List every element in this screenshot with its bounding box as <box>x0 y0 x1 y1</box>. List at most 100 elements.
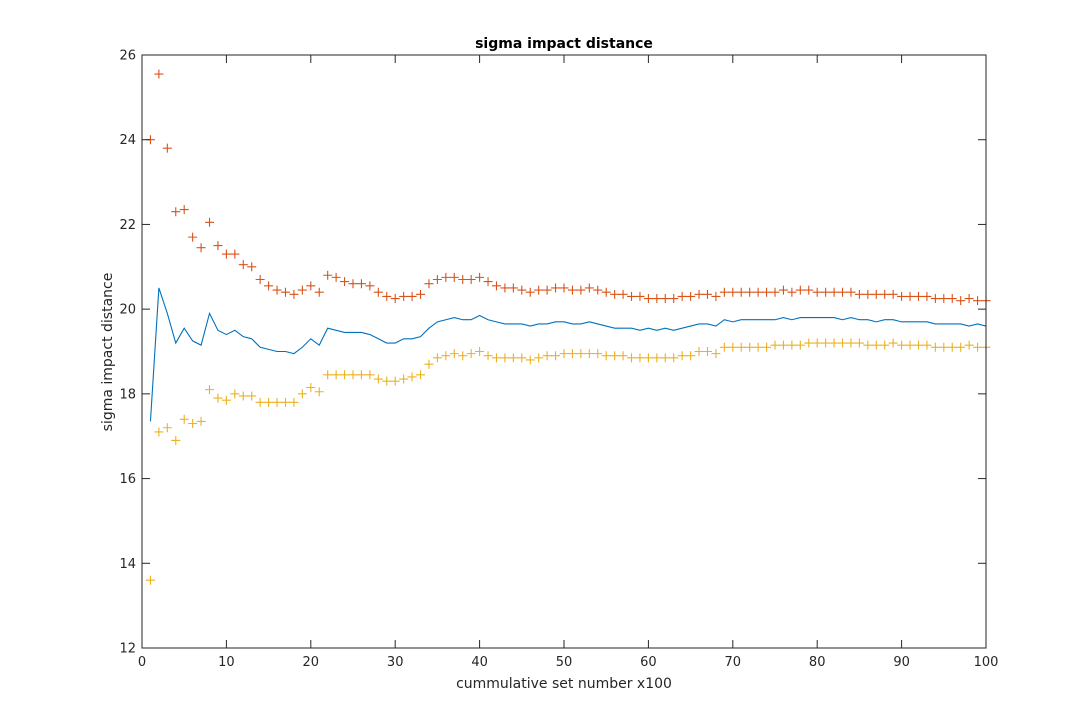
data-point-plus <box>424 359 434 369</box>
data-point-plus <box>491 281 501 291</box>
data-point-plus <box>728 287 738 297</box>
data-point-plus <box>753 342 763 352</box>
data-point-plus <box>922 291 932 301</box>
data-point-plus <box>255 397 265 407</box>
data-point-plus <box>238 391 248 401</box>
data-point-plus <box>483 277 493 287</box>
data-point-plus <box>686 291 696 301</box>
data-point-plus <box>584 349 594 359</box>
data-point-plus <box>719 287 729 297</box>
data-point-plus <box>154 69 164 79</box>
data-point-plus <box>441 351 451 361</box>
data-point-plus <box>449 349 459 359</box>
data-point-plus <box>964 294 974 304</box>
data-point-plus <box>880 289 890 299</box>
data-point-plus <box>171 207 181 217</box>
data-point-plus <box>365 370 375 380</box>
data-point-plus <box>314 287 324 297</box>
data-point-plus <box>272 285 282 295</box>
data-point-plus <box>221 249 231 259</box>
data-point-plus <box>289 397 299 407</box>
data-point-plus <box>686 351 696 361</box>
data-point-plus <box>745 342 755 352</box>
data-point-plus <box>812 338 822 348</box>
data-point-plus <box>669 353 679 363</box>
data-point-plus <box>846 338 856 348</box>
data-point-plus <box>196 243 206 253</box>
data-point-plus <box>635 353 645 363</box>
data-point-plus <box>905 340 915 350</box>
data-point-plus <box>323 270 333 280</box>
data-point-plus <box>593 349 603 359</box>
data-point-plus <box>356 370 366 380</box>
y-axis-ticks: 12 14 16 18 20 22 24 26 <box>119 49 986 657</box>
data-point-plus <box>306 383 316 393</box>
data-point-plus <box>390 376 400 386</box>
series-line <box>149 287 987 422</box>
data-point-plus <box>179 205 189 215</box>
data-point-plus <box>424 279 434 289</box>
x-tick-label: 90 <box>893 655 910 670</box>
series-3 <box>145 338 991 585</box>
data-point-plus <box>449 272 459 282</box>
data-point-plus <box>508 283 518 293</box>
data-point-plus <box>711 291 721 301</box>
data-point-plus <box>863 289 873 299</box>
data-point-plus <box>677 291 687 301</box>
data-point-plus <box>694 289 704 299</box>
data-point-plus <box>702 347 712 356</box>
data-point-plus <box>821 287 831 297</box>
data-point-plus <box>407 291 417 301</box>
data-point-plus <box>829 287 839 297</box>
data-point-plus <box>340 277 350 287</box>
y-tick-label: 26 <box>119 49 136 64</box>
x-tick-label: 20 <box>303 655 320 670</box>
y-tick-label: 14 <box>119 557 136 572</box>
data-point-plus <box>913 291 923 301</box>
data-point-plus <box>846 287 856 297</box>
data-point-plus <box>677 351 687 361</box>
series-layer <box>145 69 991 585</box>
data-point-plus <box>399 374 409 384</box>
data-point-plus <box>348 279 358 289</box>
data-point-plus <box>491 353 501 363</box>
data-point-plus <box>627 291 637 301</box>
data-point-plus <box>264 397 274 407</box>
data-point-plus <box>601 287 611 297</box>
data-point-plus <box>897 340 907 350</box>
data-point-plus <box>171 435 181 445</box>
chart-title: sigma impact distance <box>475 36 653 52</box>
data-point-plus <box>618 351 628 361</box>
data-point-plus <box>719 342 729 352</box>
data-point-plus <box>525 287 535 297</box>
data-point-plus <box>154 427 164 437</box>
data-point-plus <box>745 287 755 297</box>
data-point-plus <box>475 272 485 282</box>
data-point-plus <box>525 355 535 365</box>
data-point-plus <box>863 340 873 350</box>
data-point-plus <box>610 289 620 299</box>
data-point-plus <box>188 419 198 429</box>
data-point-plus <box>551 351 561 361</box>
data-point-plus <box>601 351 611 361</box>
series-1 <box>149 287 987 422</box>
data-point-plus <box>838 287 848 297</box>
data-point-plus <box>787 340 797 350</box>
x-tick-label: 80 <box>809 655 826 670</box>
data-point-plus <box>247 391 257 401</box>
y-tick-label: 22 <box>119 218 136 233</box>
data-point-plus <box>272 397 282 407</box>
data-point-plus <box>280 397 290 407</box>
data-point-plus <box>753 287 763 297</box>
data-point-plus <box>576 285 586 295</box>
data-point-plus <box>576 349 586 359</box>
data-point-plus <box>652 353 662 363</box>
y-tick-label: 18 <box>119 387 136 402</box>
data-point-plus <box>458 274 468 284</box>
data-point-plus <box>221 395 231 405</box>
data-point-plus <box>795 285 805 295</box>
data-point-plus <box>551 283 561 293</box>
data-point-plus <box>416 370 426 380</box>
x-tick-label: 50 <box>556 655 573 670</box>
data-point-plus <box>838 338 848 348</box>
